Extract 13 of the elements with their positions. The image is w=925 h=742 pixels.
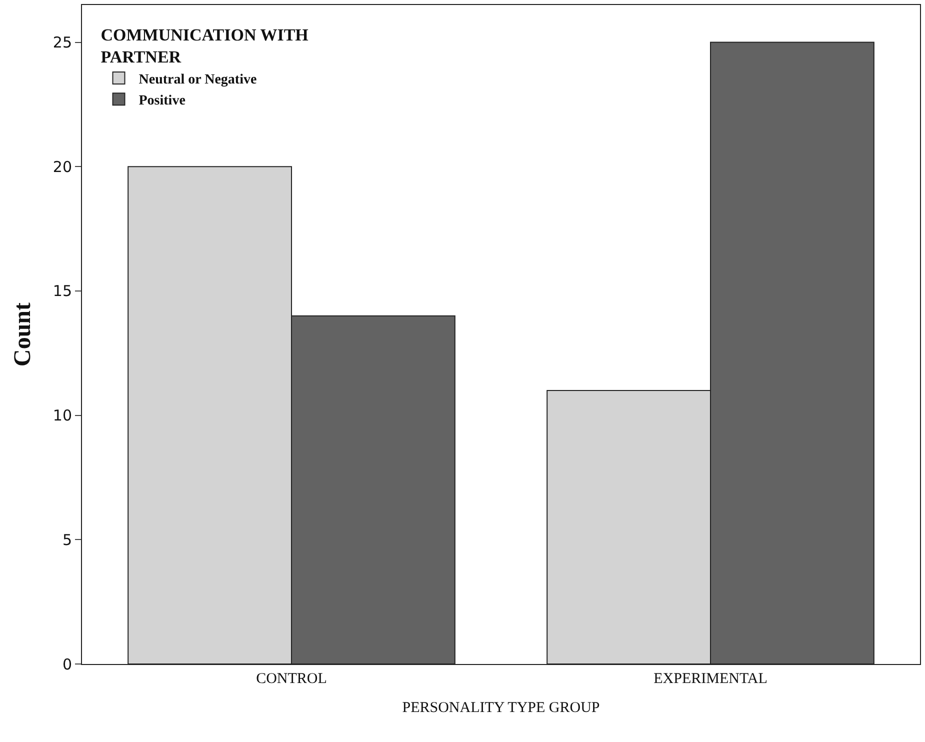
x-tick-label: CONTROL	[256, 671, 327, 687]
y-tick-label: 0	[62, 655, 72, 674]
y-tick-label: 20	[52, 158, 72, 176]
x-axis-title: PERSONALITY TYPE GROUP	[402, 700, 600, 716]
legend-label: Positive	[138, 94, 186, 109]
y-tick-label: 10	[52, 406, 72, 425]
y-tick-label: 15	[52, 282, 72, 300]
y-tick-label: 25	[52, 34, 72, 52]
legend-title: COMMUNICATION WITH PARTNER	[100, 25, 308, 66]
y-axis-title: Count	[10, 302, 36, 367]
y-tick-label: 5	[62, 530, 72, 549]
legend-label: Neutral or Negative	[138, 72, 257, 88]
x-tick-label: EXPERIMENTAL	[654, 671, 768, 687]
